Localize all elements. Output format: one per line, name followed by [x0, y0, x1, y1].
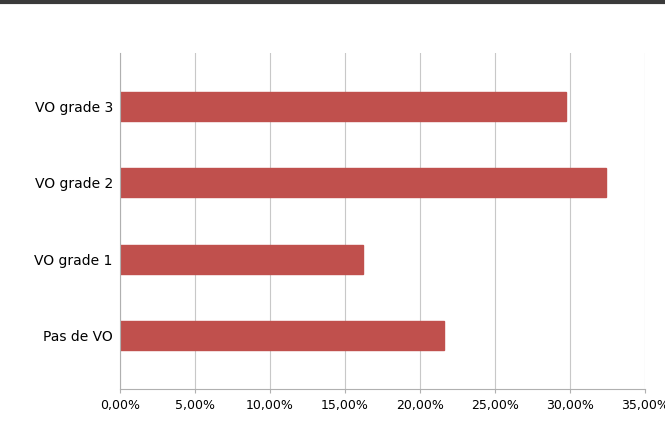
Bar — [120, 245, 363, 274]
Bar — [120, 92, 566, 121]
Bar — [120, 168, 606, 197]
Bar — [120, 321, 444, 350]
